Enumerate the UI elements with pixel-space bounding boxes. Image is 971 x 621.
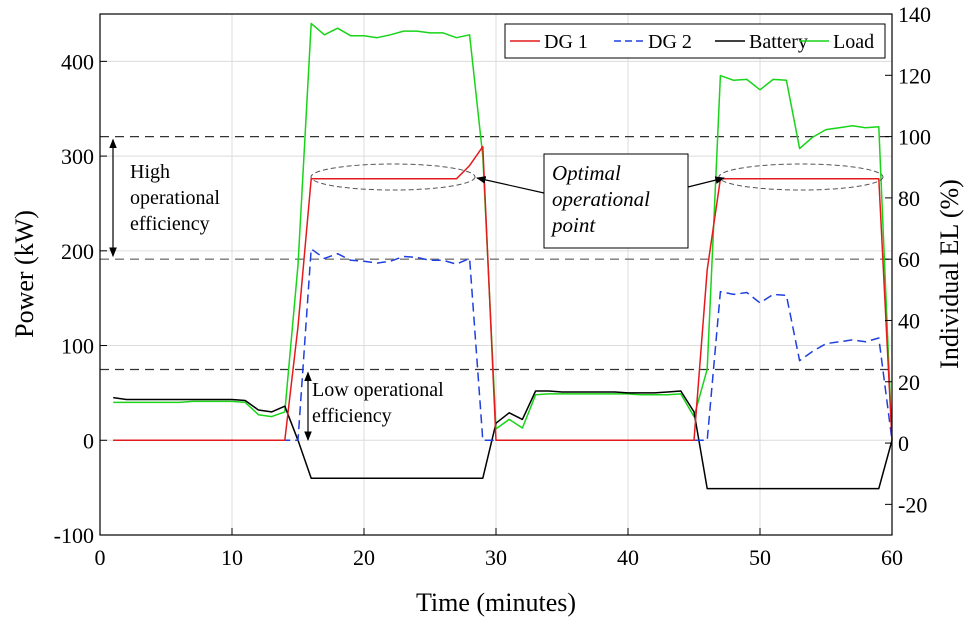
y-left-tick-label: 300 (61, 144, 94, 169)
x-tick-label: 30 (485, 545, 507, 570)
y-right-tick-label: 120 (898, 63, 931, 88)
legend-label: Load (833, 31, 874, 53)
series-line-battery (113, 390, 893, 490)
y-left-tick-label: 200 (61, 239, 94, 264)
y-left-tick-label: 0 (83, 428, 94, 453)
y-axis-left-title: Power (kW) (10, 210, 39, 338)
y-right-tick-label: -20 (898, 492, 927, 517)
y-right-tick-label: 80 (898, 186, 920, 211)
y-right-tick-label: 60 (898, 247, 920, 272)
y-right-tick-label: 140 (898, 2, 931, 27)
y-right-tick-label: 40 (898, 308, 920, 333)
optimal-arrow-right (687, 176, 725, 188)
x-tick-label: 60 (881, 545, 903, 570)
y-left-tick-label: 400 (61, 49, 94, 74)
reference-lines (100, 135, 892, 371)
low-efficiency-label: efficiency (312, 405, 392, 427)
optimal-point-label: Optimal (552, 161, 621, 185)
high-efficiency-label: High (130, 161, 170, 183)
optimal-point-box (543, 153, 689, 249)
x-tick-label: 40 (617, 545, 639, 570)
y-right-tick-label: 0 (898, 431, 909, 456)
grid (99, 14, 893, 536)
optimal-arrow-left (476, 176, 545, 194)
series-line-dg-2 (113, 248, 893, 442)
y-right-tick-label: 100 (898, 125, 931, 150)
series-line-dg-1 (113, 145, 893, 442)
high-efficiency-label: efficiency (130, 213, 210, 235)
x-tick-label: 10 (221, 545, 243, 570)
x-tick-label: 50 (749, 545, 771, 570)
series-line-load (113, 22, 893, 441)
legend-label: DG 2 (648, 31, 692, 53)
series-lines (113, 22, 893, 490)
low-efficiency-label: Low operational (312, 379, 444, 401)
legend-label: DG 1 (544, 31, 588, 53)
legend: DG 1 DG 2 Battery Load (504, 23, 886, 59)
y-right-tick-label: 20 (898, 370, 920, 395)
y-left-tick-label: -100 (54, 523, 94, 548)
x-tick-label: 20 (353, 545, 375, 570)
optimal-point-label: point (550, 213, 596, 237)
high-efficiency-label: operational (130, 187, 220, 209)
x-tick-label: 0 (95, 545, 106, 570)
optimal-ellipse-1 (310, 163, 476, 191)
optimal-point-label: operational (552, 187, 650, 211)
axis-ticks: 0 10 20 30 40 50 60-1000100200300400-200204060… (54, 2, 931, 570)
x-axis-title: Time (minutes) (416, 588, 576, 617)
legend-label: Battery (749, 31, 808, 53)
y-axis-right-title: Individual EL (%) (935, 179, 964, 369)
annotations: High operational efficiency Low operational… (109, 138, 884, 442)
y-left-tick-label: 100 (61, 334, 94, 359)
optimal-ellipse-2 (718, 163, 884, 191)
